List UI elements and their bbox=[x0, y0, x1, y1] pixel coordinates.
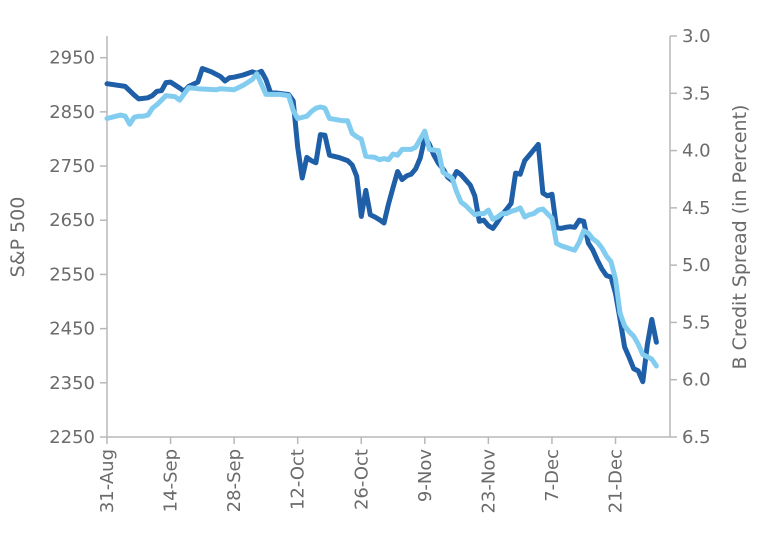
x-tick-label: 23-Nov bbox=[478, 449, 499, 514]
x-tick-label: 21-Dec bbox=[606, 449, 627, 513]
x-tick-label: 28-Sep bbox=[224, 449, 245, 512]
left-axis-title: S&P 500 bbox=[7, 197, 29, 278]
left-y-tick-label: 2250 bbox=[49, 427, 95, 448]
left-y-tick-label: 2650 bbox=[49, 210, 95, 231]
right-y-tick-label: 3.0 bbox=[682, 26, 711, 47]
right-y-tick-label: 6.5 bbox=[682, 427, 711, 448]
left-y-tick-label: 2950 bbox=[49, 48, 95, 69]
credit-spread-series-line bbox=[104, 71, 659, 369]
x-tick-label: 14-Sep bbox=[161, 449, 182, 512]
left-y-tick-label: 2350 bbox=[49, 373, 95, 394]
axes-group bbox=[106, 36, 671, 438]
right-y-tick-label: 6.0 bbox=[682, 370, 711, 391]
left-y-tick-label: 2450 bbox=[49, 319, 95, 340]
right-y-tick-label: 4.5 bbox=[682, 198, 711, 219]
right-y-tick-label: 5.0 bbox=[682, 255, 711, 276]
x-tick-label: 12-Oct bbox=[288, 449, 309, 510]
right-y-tick-label: 5.5 bbox=[682, 312, 711, 333]
tick-labels-group: 2950 2850 2750 2650 2550 2450 2350 2250 3.0 3.5 4.… bbox=[49, 26, 710, 514]
right-axis-title: B Credit Spread (in Percent) bbox=[729, 105, 751, 370]
x-tick-label: 7-Dec bbox=[542, 449, 563, 502]
right-y-tick-label: 4.0 bbox=[682, 141, 711, 162]
left-y-tick-label: 2750 bbox=[49, 156, 95, 177]
left-y-tick-label: 2550 bbox=[49, 264, 95, 285]
right-y-tick-label: 3.5 bbox=[682, 83, 711, 104]
sp500-series-line bbox=[104, 66, 659, 385]
series-group bbox=[104, 66, 659, 385]
x-tick-label: 26-Oct bbox=[351, 449, 372, 510]
ticks-group bbox=[100, 35, 677, 444]
x-tick-label: 9-Nov bbox=[415, 449, 436, 502]
x-tick-label: 31-Aug bbox=[97, 449, 118, 513]
left-y-tick-label: 2850 bbox=[49, 102, 95, 123]
